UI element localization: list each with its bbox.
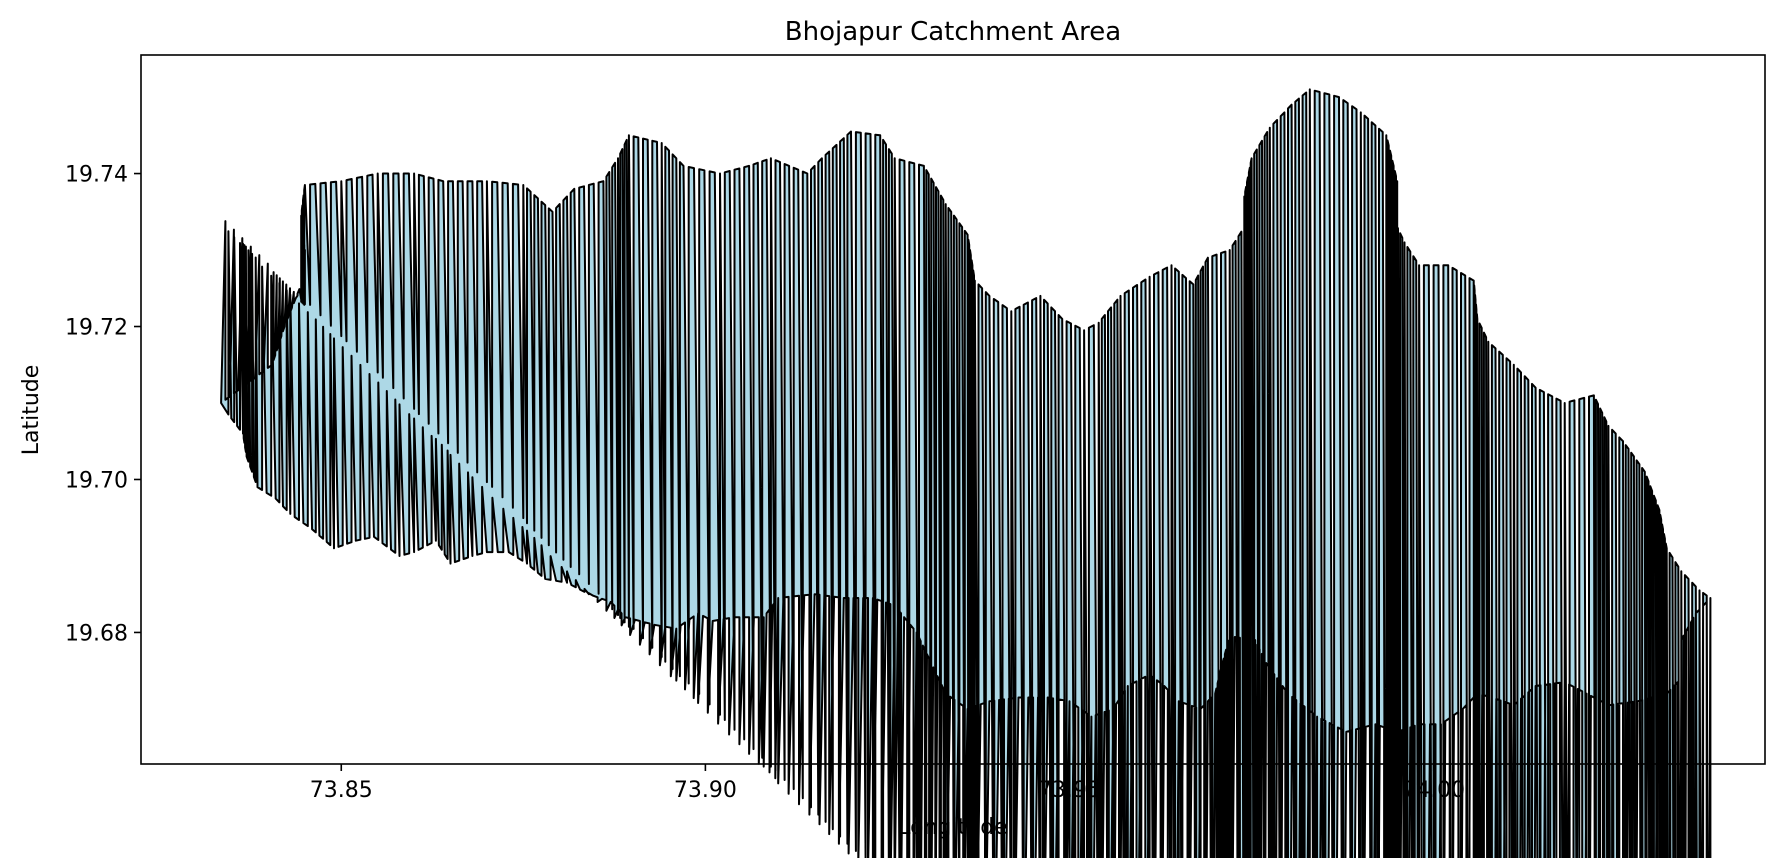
y-tick-label: 19.68 — [65, 621, 128, 646]
x-axis-label: Longitude — [898, 815, 1007, 840]
y-axis-ticks: 19.74 19.72 19.70 19.68 — [65, 163, 141, 646]
chart-title: Bhojapur Catchment Area — [785, 17, 1121, 47]
x-axis-ticks: 73.85 73.90 73.95 74.00 — [310, 764, 1465, 803]
plot-area-frame — [140, 54, 1766, 765]
x-tick-label: 74.00 — [1402, 778, 1465, 803]
x-tick-label: 73.85 — [310, 778, 373, 803]
y-tick-label: 19.74 — [65, 163, 128, 188]
x-tick-label: 73.90 — [674, 778, 737, 803]
y-axis-label: Latitude — [19, 365, 44, 456]
y-tick-label: 19.72 — [65, 316, 128, 341]
y-tick-label: 19.70 — [65, 468, 128, 493]
catchment-area-polygon — [220, 88, 1712, 858]
x-tick-label: 73.95 — [1038, 778, 1101, 803]
